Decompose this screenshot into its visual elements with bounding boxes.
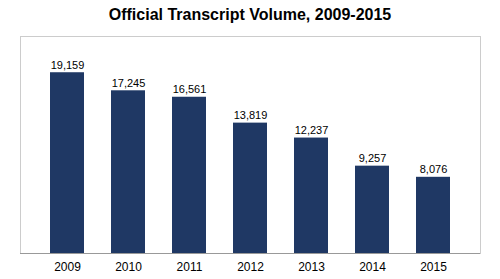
svg-text:8,076: 8,076 [420,163,448,175]
svg-text:12,237: 12,237 [295,124,329,136]
svg-text:2009: 2009 [54,260,81,274]
svg-text:17,245: 17,245 [112,77,146,89]
svg-text:2015: 2015 [420,260,447,274]
svg-text:2010: 2010 [115,260,142,274]
html-text:Official Transcript Volume, 20: Official Transcript Volume, 2009-2015 [108,6,392,23]
svg-text:13,819: 13,819 [234,109,268,121]
svg-text:9,257: 9,257 [359,152,387,164]
svg-text:16,561: 16,561 [173,83,207,95]
svg-text:2012: 2012 [237,260,264,274]
svg-text:2014: 2014 [359,260,386,274]
svg-text:2011: 2011 [177,260,203,274]
svg-text:19,159: 19,159 [51,59,85,71]
svg-text:2013: 2013 [298,260,325,274]
